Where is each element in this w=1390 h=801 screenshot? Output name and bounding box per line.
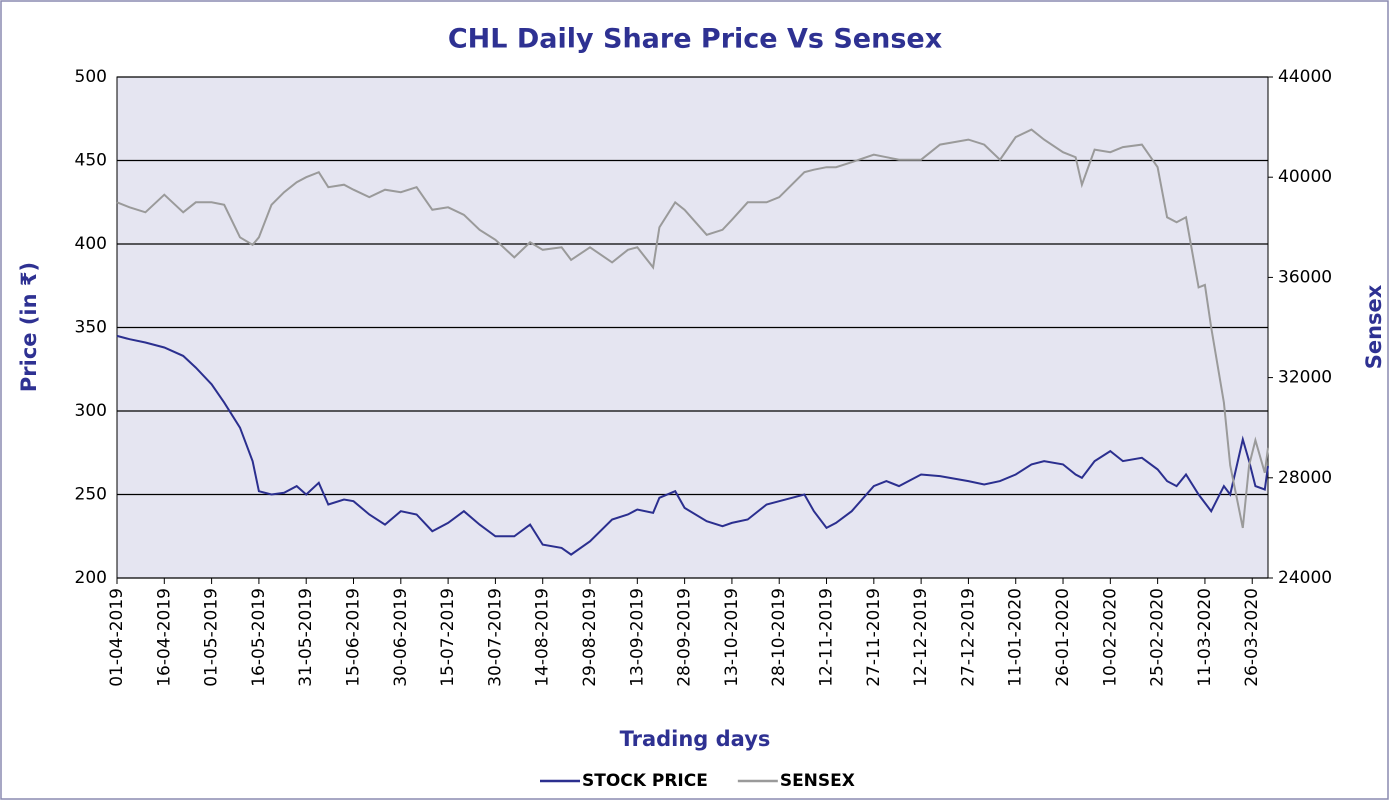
x-tick-label: 30-07-2019 xyxy=(485,588,505,687)
y2-tick-label: 24000 xyxy=(1278,568,1332,588)
x-tick-label: 27-11-2019 xyxy=(864,588,884,687)
x-tick-label: 28-10-2019 xyxy=(769,588,789,687)
x-tick-label: 15-07-2019 xyxy=(438,588,458,687)
y-tick-label: 500 xyxy=(75,67,107,87)
x-tick-label: 11-01-2020 xyxy=(1006,588,1026,687)
chart-title: CHL Daily Share Price Vs Sensex xyxy=(448,24,942,55)
y-axis-title: Price (in ₹) xyxy=(17,262,41,392)
y-tick-label: 400 xyxy=(75,234,107,254)
x-tick-label: 27-12-2019 xyxy=(958,588,978,687)
x-tick-label: 28-09-2019 xyxy=(675,588,695,687)
y2-axis-title: Sensex xyxy=(1362,284,1386,369)
x-tick-label: 16-04-2019 xyxy=(154,588,174,687)
x-tick-label: 13-10-2019 xyxy=(722,588,742,687)
legend-label: STOCK PRICE xyxy=(582,771,708,791)
y-tick-label: 200 xyxy=(75,568,107,588)
x-tick-label: 12-11-2019 xyxy=(817,588,837,687)
x-axis-title: Trading days xyxy=(620,727,771,751)
x-tick-label: 12-12-2019 xyxy=(911,588,931,687)
x-tick-label: 16-05-2019 xyxy=(249,588,269,687)
x-tick-label: 10-02-2020 xyxy=(1100,588,1120,687)
y-tick-label: 450 xyxy=(75,151,107,171)
legend-label: SENSEX xyxy=(780,771,855,791)
x-tick-label: 11-03-2020 xyxy=(1195,588,1215,687)
x-tick-label: 30-06-2019 xyxy=(391,588,411,687)
x-tick-label: 01-05-2019 xyxy=(202,588,222,687)
x-tick-label: 15-06-2019 xyxy=(344,588,364,687)
x-tick-label: 26-03-2020 xyxy=(1242,588,1262,687)
x-tick-label: 25-02-2020 xyxy=(1148,588,1168,687)
y2-tick-label: 44000 xyxy=(1278,67,1332,87)
y-tick-label: 250 xyxy=(75,485,107,505)
x-tick-label: 31-05-2019 xyxy=(296,588,316,687)
line-series xyxy=(116,334,1269,556)
line-series xyxy=(116,128,1269,529)
y2-tick-label: 40000 xyxy=(1278,167,1332,187)
y-tick-label: 350 xyxy=(75,318,107,338)
y2-tick-label: 28000 xyxy=(1278,468,1332,488)
x-tick-label: 01-04-2019 xyxy=(107,588,127,687)
x-tick-label: 26-01-2020 xyxy=(1053,588,1073,687)
x-tick-label: 14-08-2019 xyxy=(533,588,553,687)
x-tick-label: 13-09-2019 xyxy=(627,588,647,687)
y2-tick-label: 36000 xyxy=(1278,267,1332,287)
x-tick-label: 29-08-2019 xyxy=(580,588,600,687)
y-tick-label: 300 xyxy=(75,401,107,421)
y2-tick-label: 32000 xyxy=(1278,368,1332,388)
